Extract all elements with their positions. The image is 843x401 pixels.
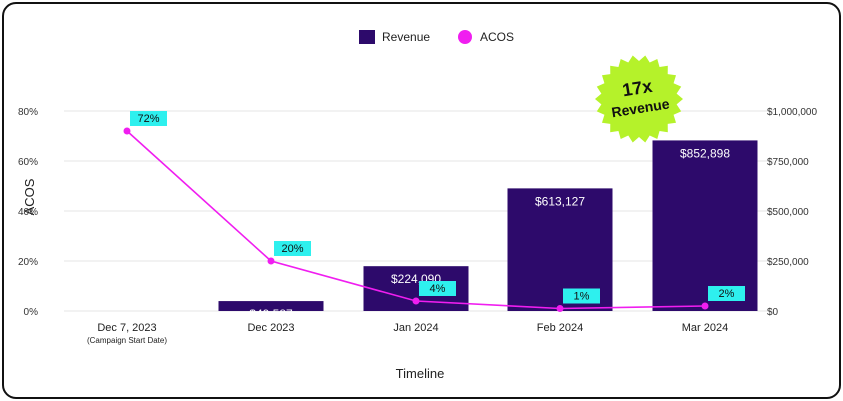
x-axis-categories: Dec 7, 2023 (Campaign Start Date) Dec 2023…: [87, 322, 728, 345]
legend: Revenue ACOS: [359, 30, 514, 44]
legend-acos-label: ACOS: [480, 30, 514, 44]
left-axis-ticks: 0% 20% 40% 60% 80%: [18, 107, 38, 318]
revenue-bar-label: $49,587: [249, 307, 293, 321]
acos-point: [701, 302, 709, 310]
acos-label: 20%: [281, 243, 303, 255]
y-right-tick-label: $250,000: [767, 257, 809, 268]
acos-label: 4%: [430, 283, 446, 295]
legend-revenue-swatch: [359, 30, 375, 44]
badge-starburst: [595, 55, 683, 143]
combo-chart: $49,587$224,090$613,127$852,898 72%20%4%…: [18, 30, 817, 381]
y-right-tick-label: $750,000: [767, 157, 809, 168]
x-category-label: Jan 2024: [393, 322, 438, 334]
y-left-tick-label: 20%: [18, 257, 38, 268]
acos-point: [412, 297, 420, 305]
y-left-tick-label: 0%: [24, 307, 39, 318]
revenue-bar-label: $852,898: [680, 146, 730, 160]
revenue-bar: [218, 301, 324, 311]
acos-label-bg: [130, 111, 167, 126]
acos-label-bg: [563, 288, 600, 304]
acos-label-bg: [708, 286, 745, 301]
revenue-bar-label: $613,127: [535, 194, 585, 208]
acos-label-bg: [419, 281, 456, 296]
right-axis-ticks: $0 $250,000 $500,000 $750,000 $1,000,000: [767, 107, 817, 318]
badge-line1: 17x: [621, 76, 654, 100]
acos-point: [267, 257, 275, 265]
legend-acos-swatch: [458, 30, 472, 44]
y-right-tick-label: $0: [767, 307, 779, 318]
acos-label-bg: [274, 241, 311, 256]
y-left-tick-label: 60%: [18, 157, 38, 168]
x-category-label: Dec 7, 2023: [97, 322, 156, 334]
acos-line: 72% 20% 4% 1% 2%: [123, 111, 745, 312]
acos-label: 72%: [137, 113, 159, 125]
acos-point: [556, 305, 564, 312]
acos-label: 1%: [574, 291, 590, 303]
y-left-tick-label: 40%: [18, 207, 38, 218]
x-category-label: Feb 2024: [537, 322, 583, 334]
y-right-tick-label: $1,000,000: [767, 107, 817, 118]
revenue-bar: [652, 140, 758, 311]
x-category-label: Mar 2024: [682, 322, 728, 334]
legend-revenue-label: Revenue: [382, 30, 430, 44]
x-category-sublabel: (Campaign Start Date): [87, 336, 167, 345]
acos-label: 2%: [719, 288, 735, 300]
y-axis-left-label: ACOS: [22, 178, 37, 215]
x-category-label: Dec 2023: [247, 322, 294, 334]
y-right-tick-label: $500,000: [767, 207, 809, 218]
revenue-bars: $49,587$224,090$613,127$852,898: [218, 140, 758, 321]
acos-point: [123, 127, 131, 135]
growth-badge: 17x Revenue: [595, 55, 683, 143]
x-axis-label: Timeline: [396, 366, 445, 381]
y-left-tick-label: 80%: [18, 107, 38, 118]
